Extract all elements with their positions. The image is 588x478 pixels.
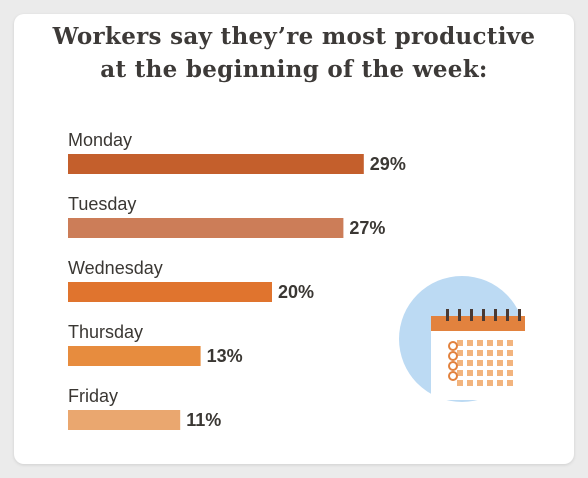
bar-wednesday [68,282,272,302]
category-label-friday: Friday [68,386,118,406]
chart-title-line-2: at the beginning of the week: [100,56,488,83]
bar-thursday [68,346,201,366]
value-label-monday: 29% [370,154,406,174]
calendar-icon [399,276,525,402]
value-label-tuesday: 27% [349,218,385,238]
category-label-wednesday: Wednesday [68,258,163,278]
chart-card: Workers say they’re most productive at t… [14,14,574,464]
value-label-friday: 11% [186,410,221,430]
bar-friday [68,410,181,430]
category-label-tuesday: Tuesday [68,194,136,214]
chart-title-line-1: Workers say they’re most productive [52,23,536,50]
category-label-monday: Monday [68,130,132,150]
value-label-wednesday: 20% [278,282,314,302]
bar-chart: Monday 29% Tuesday 27% Wednesday 20% Thursday 1… [68,130,406,430]
value-label-thursday: 13% [207,346,243,366]
chart-title: Workers say they’re most productive at t… [14,20,574,86]
category-label-thursday: Thursday [68,322,143,342]
bar-monday [68,154,364,174]
bar-tuesday [68,218,344,238]
